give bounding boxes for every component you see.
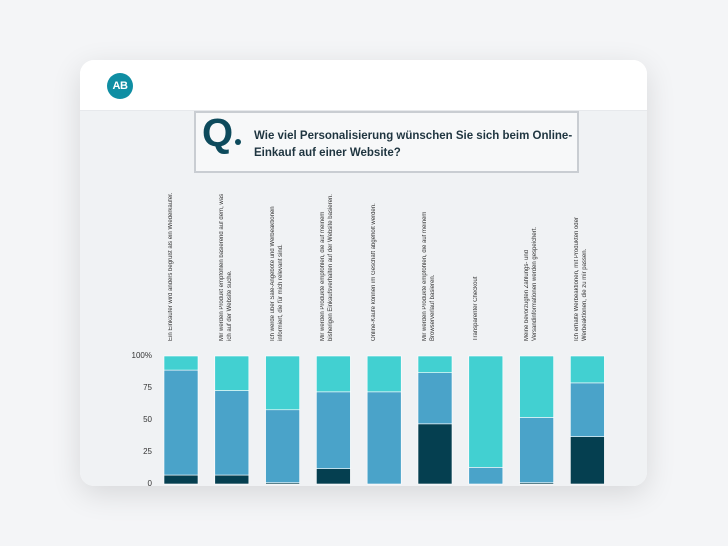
bar-segment <box>366 391 402 485</box>
bar-segment <box>214 355 250 391</box>
bar-segment <box>316 355 351 393</box>
question-text: Wie viel Personalisierung wünschen Sie s… <box>254 130 573 159</box>
bar-segment <box>214 474 250 485</box>
bar-segment <box>570 355 605 384</box>
bar-segment <box>570 382 605 437</box>
bar-segment <box>417 372 453 425</box>
bar-segment <box>163 355 199 371</box>
bar-segment <box>519 417 554 484</box>
ab-logo: AB <box>107 73 133 99</box>
bar-segment <box>265 409 300 484</box>
bar-segment <box>316 468 351 485</box>
question-mark-icon: Q <box>202 111 234 155</box>
question-box: Q Wie viel Personalisierung wünschen Sie… <box>194 111 579 173</box>
bar-segment <box>570 436 605 485</box>
bar-segment <box>316 391 351 469</box>
y-tick-label: 50 <box>143 415 152 424</box>
y-tick-label: 75 <box>143 383 152 392</box>
top-bar: AB <box>80 60 647 111</box>
bar-segment <box>265 355 300 411</box>
y-tick-label: 0 <box>147 479 152 486</box>
stacked-bar-chart <box>163 355 605 485</box>
y-tick-label: 100% <box>131 351 152 360</box>
bar-segment <box>417 355 453 373</box>
bar-segment <box>163 369 199 476</box>
y-tick-label: 25 <box>143 447 152 456</box>
bar-segment <box>468 467 504 485</box>
bar-segment <box>519 355 554 418</box>
question-dot <box>235 139 241 145</box>
bar-segment <box>366 355 402 393</box>
bar-segment <box>417 423 453 485</box>
bar-segment <box>163 474 199 485</box>
bar-segment <box>214 390 250 476</box>
content-area: Q Wie viel Personalisierung wünschen Sie… <box>80 111 647 486</box>
chart-card: AB Q Wie viel Personalisierung wünschen … <box>80 60 647 486</box>
bar-segment <box>468 355 504 468</box>
